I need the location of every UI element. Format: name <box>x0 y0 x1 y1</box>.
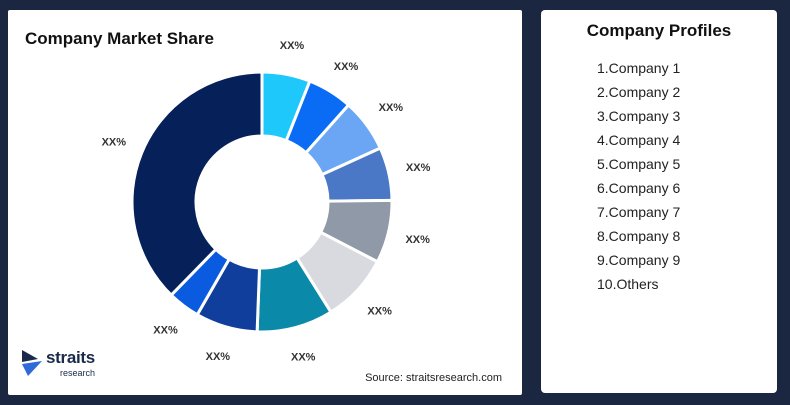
list-item: 9.Company 9 <box>597 252 681 268</box>
straits-logo: straits research <box>22 348 112 386</box>
list-item: 3.Company 3 <box>597 108 681 124</box>
list-item: 6.Company 6 <box>597 180 681 196</box>
list-item: 10.Others <box>597 276 659 292</box>
list-item: 7.Company 7 <box>597 204 681 220</box>
source-note: Source: straitsresearch.com <box>365 372 502 384</box>
slice-label-5: XX% <box>405 234 430 246</box>
donut-slice-10 <box>130 70 264 298</box>
chart-title: Company Market Share <box>25 29 214 48</box>
slice-label-8: XX% <box>206 351 231 363</box>
profile-list: 1.Company 1 2.Company 2 3.Company 3 4.Co… <box>597 56 680 296</box>
logo-word: straits <box>46 348 95 367</box>
slice-label-10: XX% <box>102 137 127 149</box>
slice-label-3: XX% <box>379 102 404 114</box>
list-item: 2.Company 2 <box>597 84 681 100</box>
logo-subword: research <box>60 368 96 378</box>
list-item: 4.Company 4 <box>597 132 681 148</box>
slice-label-1: XX% <box>280 40 305 52</box>
donut-chart: XX% XX% XX% XX% XX% XX% XX% XX% XX% XX% <box>102 40 431 364</box>
slice-label-7: XX% <box>291 352 316 364</box>
list-item: 5.Company 5 <box>597 156 681 172</box>
list-item: 1.Company 1 <box>597 60 681 76</box>
company-profiles-panel: Company Profiles 1.Company 1 2.Company 2… <box>541 10 777 393</box>
logo-mark-icon <box>22 350 42 376</box>
slice-label-4: XX% <box>406 162 431 174</box>
profiles-title: Company Profiles <box>586 21 732 40</box>
list-item: 8.Company 8 <box>597 228 681 244</box>
slice-label-2: XX% <box>334 61 359 73</box>
slice-label-6: XX% <box>367 305 392 317</box>
slice-label-9: XX% <box>153 325 178 337</box>
market-share-panel: Company Market Share XX% XX% XX% XX% XX% XX% X… <box>8 10 522 395</box>
